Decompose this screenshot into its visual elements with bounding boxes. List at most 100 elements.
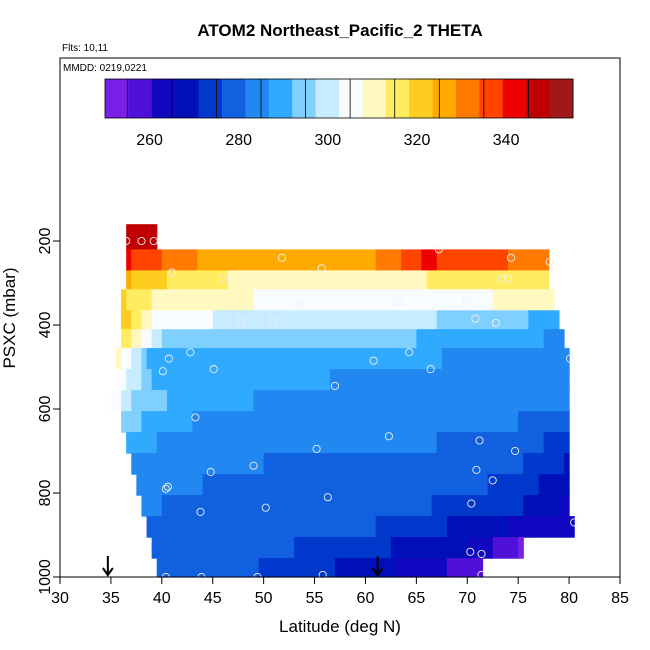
colorbar-segment (549, 79, 574, 118)
heatmap-cell (187, 249, 193, 271)
heatmap-cell (406, 453, 412, 475)
heatmap-cell (492, 432, 499, 454)
heatmap-cell (513, 289, 519, 311)
heatmap-cell (136, 270, 143, 290)
heatmap-cell (518, 453, 524, 475)
heatmap-cell (553, 453, 560, 475)
heatmap-cell (197, 537, 204, 559)
heatmap-cell (299, 558, 305, 578)
heatmap-cell (202, 453, 209, 475)
heatmap-cell (385, 474, 392, 496)
heatmap-cell (396, 310, 402, 330)
heatmap-cell (202, 432, 209, 454)
colorbar-segment (151, 79, 176, 118)
heatmap-cell (136, 411, 143, 433)
heatmap-cell (304, 432, 311, 454)
heatmap-cell (126, 310, 132, 330)
heatmap-cell (431, 270, 438, 290)
heatmap-cell (324, 348, 331, 370)
heatmap-cell (294, 270, 300, 290)
heatmap-cell (243, 474, 249, 496)
x-tick-label: 85 (611, 590, 629, 607)
heatmap-cell (538, 249, 545, 271)
heatmap-cell (263, 432, 270, 454)
heatmap-cell (533, 453, 540, 475)
heatmap-cell (457, 558, 463, 578)
heatmap-cell (497, 516, 504, 538)
heatmap-cell (538, 495, 545, 517)
heatmap-cell (217, 329, 224, 349)
observation-point (186, 348, 195, 357)
heatmap-cell (446, 537, 453, 559)
heatmap-cell (467, 369, 473, 391)
heatmap-cell (258, 270, 265, 290)
heatmap-cell (396, 270, 402, 290)
heatmap-cell (416, 270, 423, 290)
heatmap-cell (202, 474, 209, 496)
heatmap-cell (421, 411, 428, 433)
heatmap-cell (177, 390, 183, 412)
observation-point (434, 245, 443, 254)
heatmap-cell (538, 310, 545, 330)
heatmap-cell (436, 516, 443, 538)
heatmap-cell (401, 516, 407, 538)
observation-point (477, 549, 486, 558)
heatmap-cell (492, 474, 499, 496)
heatmap-cell (187, 310, 193, 330)
observation-point (191, 413, 200, 422)
heatmap-cell (502, 432, 509, 454)
heatmap-cell (426, 310, 433, 330)
heatmap-cell (263, 348, 270, 370)
heatmap-cell (334, 329, 341, 349)
heatmap-cell (487, 411, 494, 433)
heatmap-cell (528, 516, 535, 538)
heatmap-cell (441, 453, 448, 475)
heatmap-cell (497, 369, 504, 391)
heatmap-cell (222, 329, 229, 349)
heatmap-cell (324, 310, 331, 330)
heatmap-cell (294, 289, 300, 311)
heatmap-cell (543, 432, 550, 454)
observation-point (384, 432, 393, 441)
heatmap-cell (350, 310, 356, 330)
heatmap-cell (238, 329, 244, 349)
heatmap-cell (385, 249, 392, 271)
heatmap-cell (156, 411, 163, 433)
heatmap-cell (380, 369, 387, 391)
heatmap-cell (182, 348, 188, 370)
heatmap-cell (197, 495, 204, 517)
heatmap-cell (345, 348, 351, 370)
heatmap-cell (284, 516, 290, 538)
heatmap-cell (202, 537, 209, 559)
heatmap-cell (452, 432, 458, 454)
heatmap-cell (472, 369, 479, 391)
heatmap-cell (472, 411, 479, 433)
heatmap-cell (177, 411, 183, 433)
heatmap-cell (416, 390, 423, 412)
heatmap-cell (426, 432, 433, 454)
observation-point (393, 297, 403, 306)
heatmap-cell (492, 411, 499, 433)
heatmap-cell (212, 558, 219, 578)
heatmap-cell (151, 270, 158, 290)
heatmap-cell (416, 432, 423, 454)
heatmap-cell (126, 432, 132, 454)
heatmap-cell (492, 495, 499, 517)
observation-point (196, 507, 205, 516)
heatmap-cell (197, 289, 204, 311)
heatmap-cell (258, 249, 265, 271)
heatmap-cell (309, 453, 316, 475)
observation-point (317, 264, 326, 273)
heatmap-cell (340, 270, 346, 290)
heatmap-cell (314, 453, 321, 475)
heatmap-cell (406, 329, 412, 349)
y-tick-label: 200 (37, 228, 54, 255)
heatmap-cell (355, 453, 361, 475)
heatmap-cell (294, 453, 300, 475)
observation-point (488, 476, 497, 485)
down-arrow-head (102, 567, 114, 577)
heatmap-cell (416, 249, 423, 271)
heatmap-cell (446, 310, 453, 330)
heatmap-cell (126, 390, 132, 412)
heatmap-cell (401, 369, 407, 391)
